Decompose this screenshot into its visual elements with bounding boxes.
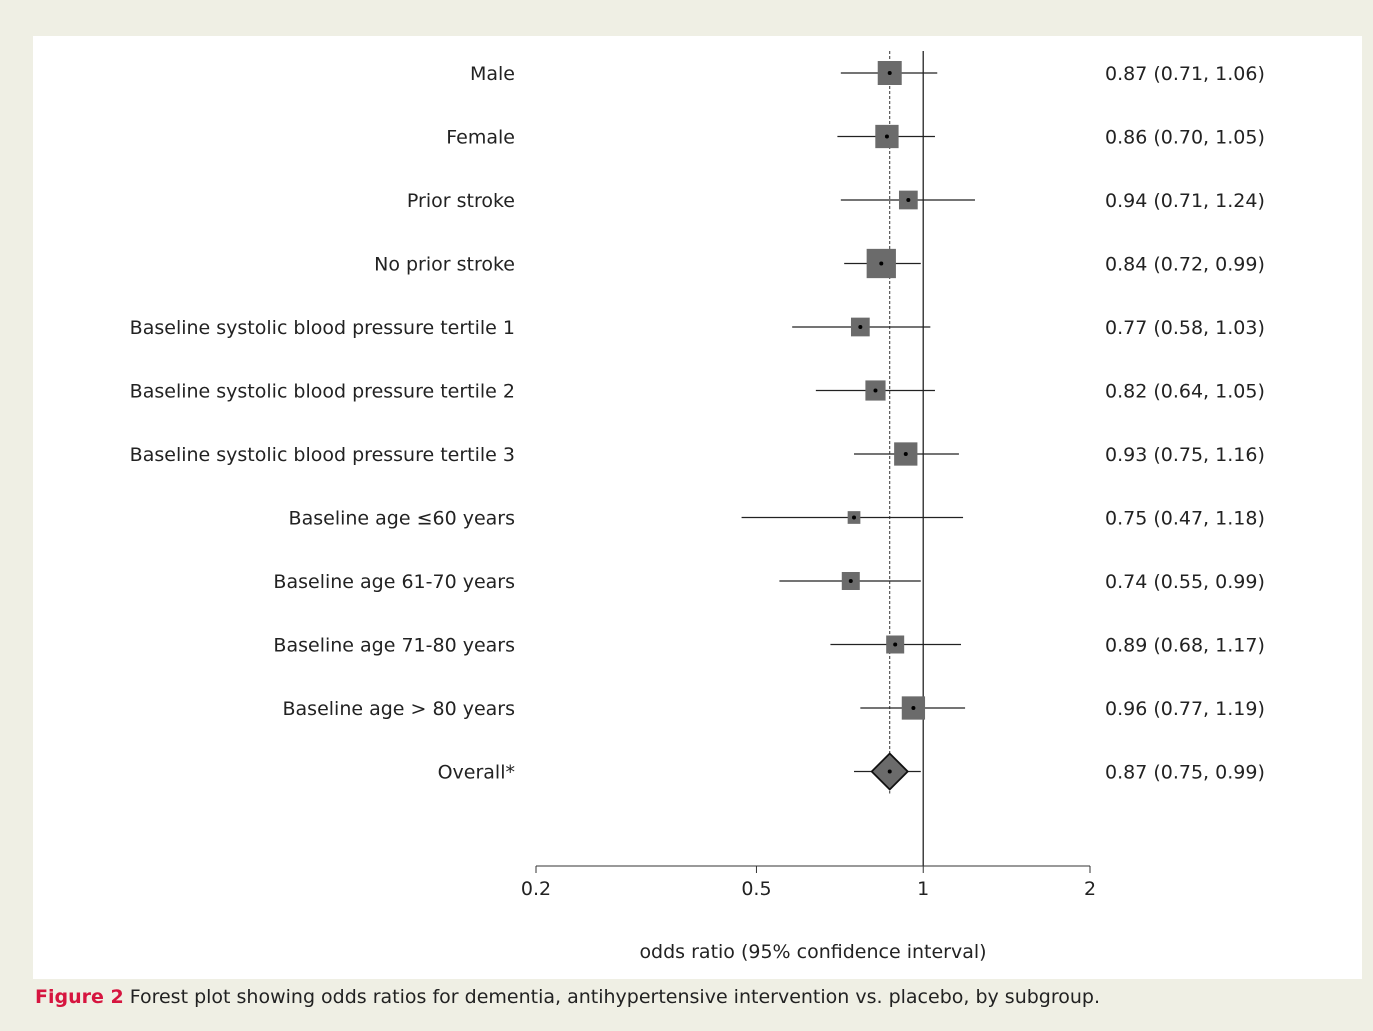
row-label: Baseline age > 80 years <box>283 698 516 720</box>
row-label: Overall* <box>438 762 515 784</box>
row-value: 0.89 (0.68, 1.17) <box>1105 635 1265 657</box>
row-value: 0.77 (0.58, 1.03) <box>1105 317 1265 339</box>
row-label: No prior stroke <box>374 254 515 276</box>
figure-caption: Figure 2 Forest plot showing odds ratios … <box>35 986 1100 1008</box>
estimate-point <box>852 515 857 520</box>
x-tick-label: 0.5 <box>741 878 771 900</box>
estimate-point <box>873 388 878 393</box>
estimate-point <box>887 769 892 774</box>
x-tick-label: 0.2 <box>521 878 551 900</box>
x-tick-label: 1 <box>917 878 929 900</box>
row-label: Baseline age ≤60 years <box>289 508 515 530</box>
row-value: 0.87 (0.75, 0.99) <box>1105 762 1265 784</box>
estimate-point <box>903 452 908 456</box>
estimate-point <box>906 198 911 202</box>
estimate-point <box>858 325 863 329</box>
figure-label: Figure 2 <box>35 986 124 1008</box>
row-label: Baseline age 61-70 years <box>273 571 515 593</box>
row-value: 0.84 (0.72, 0.99) <box>1105 254 1265 276</box>
row-label: Baseline age 71-80 years <box>273 635 515 657</box>
row-value: 0.96 (0.77, 1.19) <box>1105 698 1265 720</box>
row-value: 0.87 (0.71, 1.06) <box>1105 63 1265 85</box>
x-tick-label: 2 <box>1084 878 1096 900</box>
row-label: Baseline systolic blood pressure tertile… <box>130 317 515 339</box>
forest-plot: Male 0.87 (0.71, 1.06) Female 0.86 (0.70, 1… <box>130 51 1265 963</box>
row-label: Baseline systolic blood pressure tertile… <box>130 381 515 403</box>
row-label: Prior stroke <box>407 190 515 212</box>
row-value: 0.86 (0.70, 1.05) <box>1105 127 1265 149</box>
x-axis-title: odds ratio (95% confidence interval) <box>639 941 986 963</box>
row-value: 0.82 (0.64, 1.05) <box>1105 381 1265 403</box>
estimate-point <box>911 706 916 710</box>
row-label: Female <box>446 127 515 149</box>
row-value: 0.75 (0.47, 1.18) <box>1105 508 1265 530</box>
caption-text: Forest plot showing odds ratios for deme… <box>129 986 1101 1008</box>
estimate-point <box>848 579 853 583</box>
row-value: 0.93 (0.75, 1.16) <box>1105 444 1265 466</box>
figure-panel: Male 0.87 (0.71, 1.06) Female 0.86 (0.70, 1… <box>33 36 1362 979</box>
row-value: 0.94 (0.71, 1.24) <box>1105 190 1265 212</box>
row-label: Baseline systolic blood pressure tertile… <box>130 444 515 466</box>
estimate-point <box>884 134 889 139</box>
estimate-point <box>887 71 892 75</box>
row-value: 0.74 (0.55, 0.99) <box>1105 571 1265 593</box>
row-label: Male <box>470 63 515 85</box>
estimate-point <box>893 642 898 647</box>
estimate-point <box>879 261 884 266</box>
